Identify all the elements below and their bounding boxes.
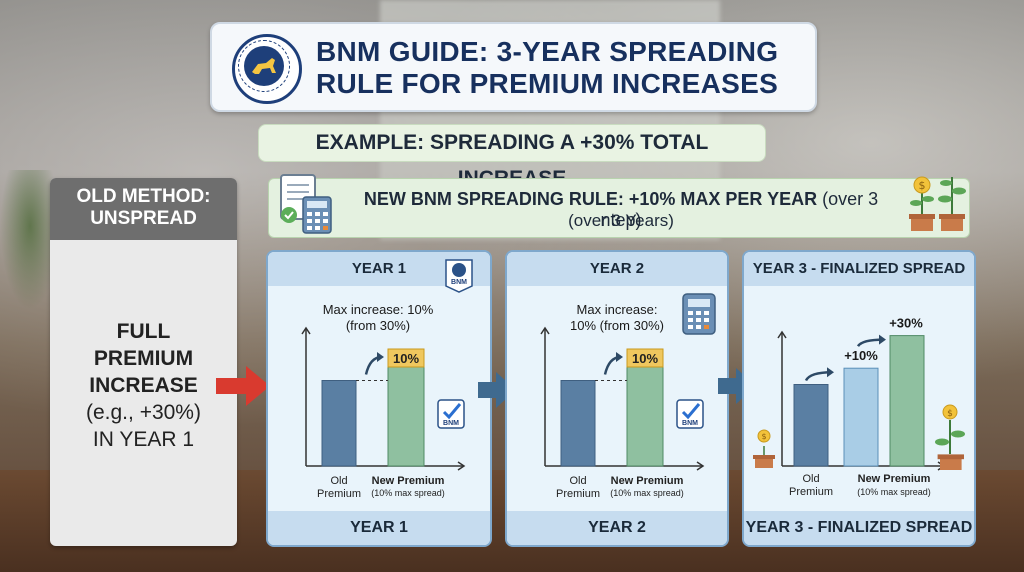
growth-arrow-head	[827, 367, 834, 378]
coin-icon	[757, 429, 771, 443]
coin-symbol: $	[761, 432, 766, 441]
plant-coin-icon: $	[909, 176, 966, 231]
calculator-screen	[688, 299, 710, 307]
plus10-label: +10%	[844, 348, 878, 363]
increase-tag	[387, 348, 425, 368]
x-axis-arrow	[696, 461, 705, 471]
plant-leaf	[951, 430, 965, 438]
old-label: Premium	[556, 488, 600, 500]
badge-label: BNM	[443, 420, 459, 427]
year1-footer: YEAR 1	[268, 511, 490, 545]
old-label: Premium	[789, 486, 833, 498]
pot	[940, 458, 962, 470]
old-label: Old	[569, 475, 586, 487]
blue-arrow-icon	[718, 368, 756, 404]
old-method-body: FULL PREMIUM INCREASE (e.g., +30%) IN YE…	[86, 320, 201, 451]
year3-footer: YEAR 3 - FINALIZED SPREAD	[744, 511, 974, 545]
growth-arrow-head	[616, 352, 623, 362]
year3-panel: YEAR 3 - FINALIZED SPREAD +10% +30% Old Pre…	[742, 250, 976, 547]
title-banner: BNM GUIDE: 3-YEAR SPREADING RULE FOR PRE…	[210, 22, 817, 112]
badge-label: BNM	[682, 420, 698, 427]
year1-panel: YEAR 1 10% Max increase: 10% (from 30%) Old…	[266, 250, 492, 547]
y-axis-arrow	[777, 330, 787, 339]
year2-panel: YEAR 2 10% Max increase: 10% (from 30%) Old…	[505, 250, 729, 547]
document-calculator-icon	[280, 174, 332, 234]
check-icon	[442, 403, 462, 420]
bnm-shield-seal	[452, 263, 466, 277]
new-label: New Premium	[858, 473, 931, 485]
old-premium-bar	[321, 380, 357, 467]
bnm-seal-icon	[232, 34, 302, 104]
bnm-shield-label: BNM	[451, 279, 467, 286]
year3-bar	[793, 384, 829, 467]
new-label: (10% max spread)	[857, 487, 931, 497]
pot-rim	[937, 454, 964, 460]
new-label: New Premium	[611, 475, 684, 487]
increase-tag-label: 10%	[632, 351, 658, 366]
new-rule-line1: NEW BNM SPREADING RULE: +10% MAX PER YEA…	[363, 189, 879, 230]
year3-bar	[843, 367, 879, 467]
calculator-key	[704, 318, 709, 322]
year2-chart: 10% Max increase:10% (from 30%) OldPremium…	[540, 293, 716, 500]
y-axis-arrow	[540, 326, 550, 335]
calculator-key	[696, 325, 701, 329]
growth-arrow-head	[377, 352, 384, 362]
new-rule-banner: NEW BNM SPREADING RULE: +10% MAX PER YEA…	[268, 174, 970, 238]
new-label: (10% max spread)	[610, 488, 684, 498]
new-premium-bar	[387, 366, 425, 467]
max-increase-line2: (from 30%)	[346, 318, 410, 333]
old-label: Old	[802, 473, 819, 485]
blue-arrow-icon	[478, 372, 516, 408]
calculator-key	[704, 311, 709, 315]
coin-icon	[942, 404, 958, 420]
max-increase-line2: 10% (from 30%)	[570, 318, 664, 333]
plant-leaf	[935, 438, 949, 446]
calculator-key	[688, 325, 693, 329]
x-axis-arrow	[457, 461, 466, 471]
old-premium-bar	[560, 380, 596, 467]
calculator-key	[704, 325, 709, 329]
growth-arrow-head	[879, 334, 886, 345]
red-arrow-icon	[216, 366, 270, 406]
pot	[755, 458, 773, 468]
year1-chart: 10% Max increase: 10%(from 30%) OldPremium…	[301, 259, 473, 500]
new-rule-line2: (over 3 Years)	[568, 211, 674, 230]
pot-rim	[753, 455, 775, 459]
coin-symbol: $	[947, 409, 953, 419]
calculator-key	[688, 311, 693, 315]
check-icon	[681, 403, 701, 420]
max-increase-line1: Max increase:	[577, 302, 658, 317]
y-axis-arrow	[301, 326, 311, 335]
year2-header: YEAR 2	[507, 252, 727, 286]
new-premium-bar	[626, 366, 664, 467]
new-label: New Premium	[372, 475, 445, 487]
increase-tag-label: 10%	[393, 351, 419, 366]
calculator-key	[688, 318, 693, 322]
calculator-key	[696, 318, 701, 322]
year2-footer: YEAR 2	[507, 511, 727, 545]
example-banner: EXAMPLE: SPREADING A +30% TOTAL INCREASE	[258, 124, 766, 190]
increase-tag	[626, 348, 664, 368]
page-title: BNM GUIDE: 3-YEAR SPREADING RULE FOR PRE…	[316, 36, 779, 99]
old-label: Premium	[317, 488, 361, 500]
plus30-label: +30%	[889, 316, 923, 331]
year3-header: YEAR 3 - FINALIZED SPREAD	[744, 252, 974, 286]
new-label: (10% max spread)	[371, 488, 445, 498]
old-label: Old	[330, 475, 347, 487]
svg-text:$: $	[919, 179, 926, 192]
year3-bar	[889, 335, 925, 467]
old-method-title: OLD METHOD: UNSPREAD	[50, 178, 237, 240]
calculator-key	[696, 311, 701, 315]
max-increase-line1: Max increase: 10%	[323, 302, 434, 317]
old-method-column: OLD METHOD: UNSPREAD FULL PREMIUM INCREA…	[50, 178, 237, 546]
